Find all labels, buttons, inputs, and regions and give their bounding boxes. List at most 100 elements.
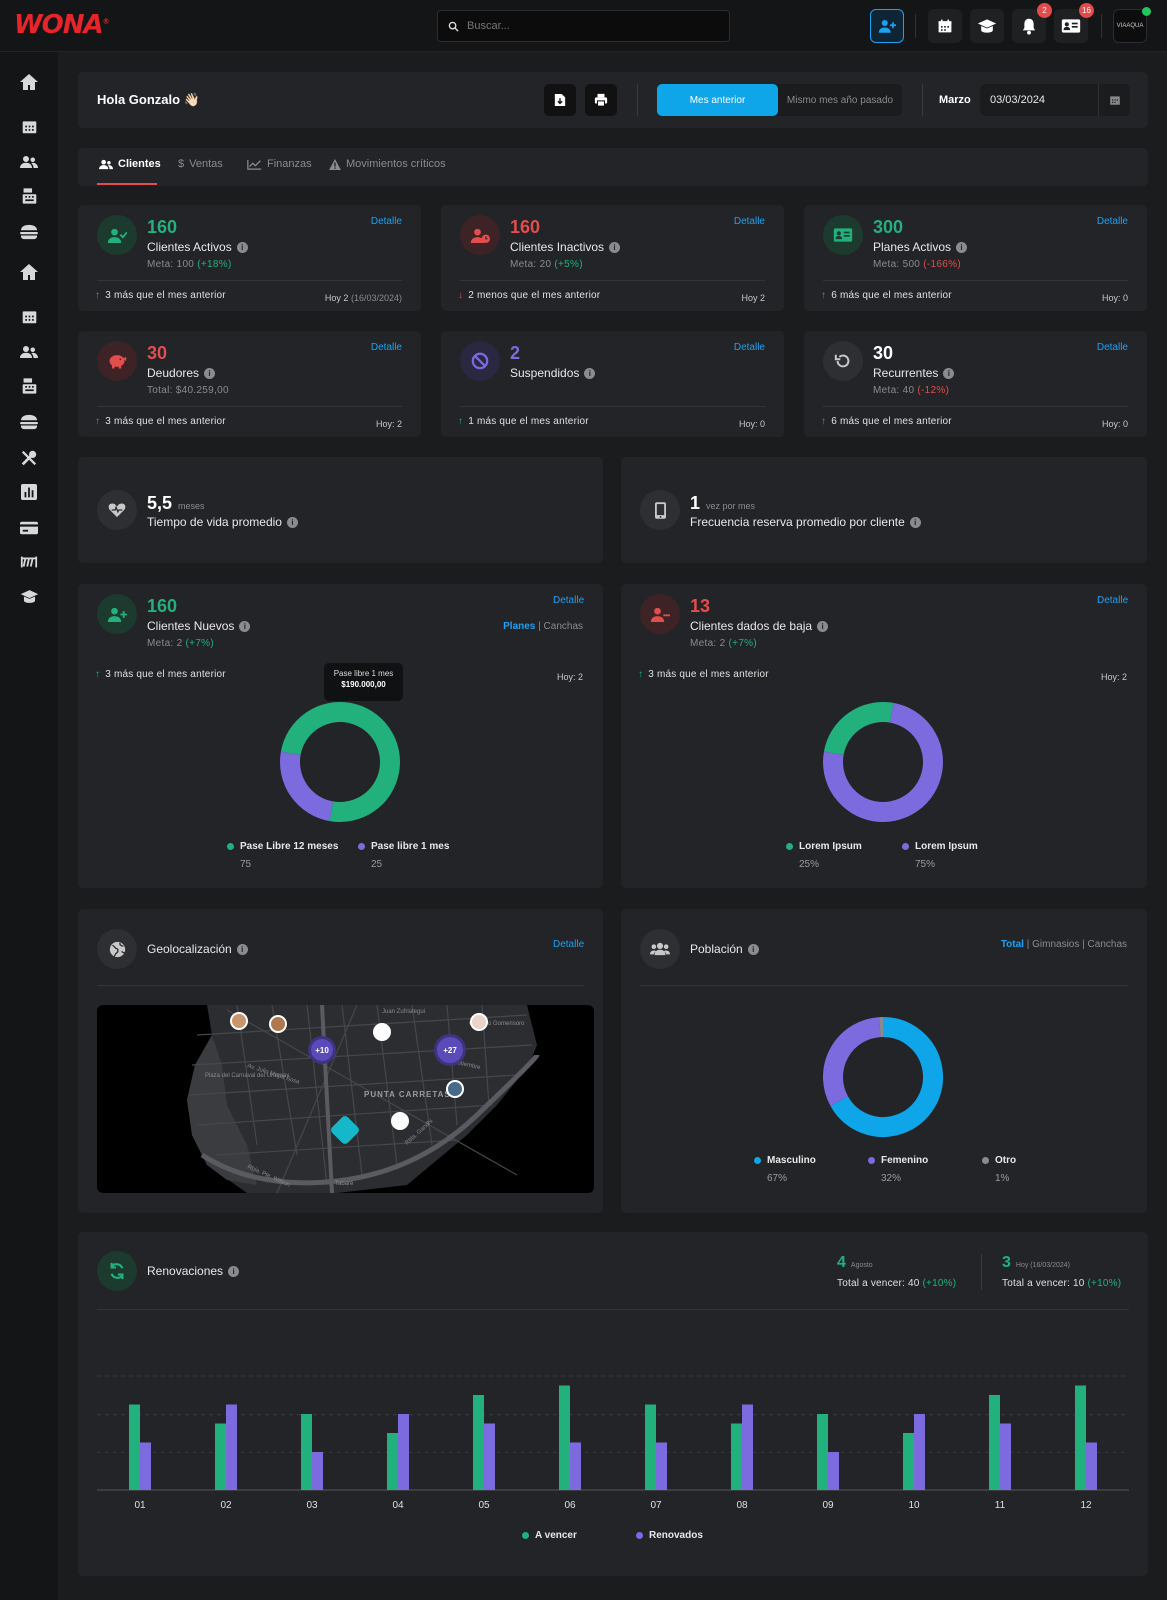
donut-slice[interactable]: [280, 702, 400, 822]
map-cluster[interactable]: +10: [308, 1036, 336, 1064]
kpi-detail-link[interactable]: Detalle: [733, 216, 765, 227]
info-icon[interactable]: i: [909, 516, 921, 528]
sidebar-clients-2[interactable]: [19, 342, 39, 362]
bar[interactable]: [817, 1414, 828, 1490]
bar[interactable]: [742, 1404, 753, 1491]
geolocation-detail-link[interactable]: Detalle: [553, 939, 585, 950]
bar[interactable]: [570, 1442, 581, 1491]
bar[interactable]: [914, 1414, 925, 1490]
bar[interactable]: [731, 1423, 742, 1491]
bar[interactable]: [1000, 1423, 1011, 1491]
bar[interactable]: [301, 1414, 312, 1490]
churn-detail-link[interactable]: Detalle: [1097, 595, 1129, 606]
date-picker[interactable]: 03/03/2024: [980, 84, 1130, 116]
bar[interactable]: [645, 1404, 656, 1491]
bar[interactable]: [1086, 1442, 1097, 1491]
bar[interactable]: [387, 1433, 398, 1490]
notifications-button[interactable]: 2: [1012, 3, 1052, 43]
bar[interactable]: [312, 1452, 323, 1490]
info-icon[interactable]: i: [817, 620, 829, 632]
sidebar-courses[interactable]: [19, 586, 39, 606]
bar[interactable]: [656, 1442, 667, 1491]
print-button[interactable]: [585, 84, 617, 116]
sidebar-food-2[interactable]: [19, 412, 39, 432]
info-icon[interactable]: i: [943, 367, 955, 379]
map-user-pin[interactable]: [230, 1012, 248, 1030]
info-icon[interactable]: i: [286, 516, 298, 528]
segment-last-year[interactable]: Mismo mes año pasado: [786, 94, 894, 106]
kpi-detail-link[interactable]: Detalle: [733, 342, 765, 353]
info-icon[interactable]: i: [609, 241, 621, 253]
kpi-detail-link[interactable]: Detalle: [1096, 216, 1128, 227]
sidebar-tools[interactable]: [19, 448, 39, 468]
info-icon[interactable]: i: [584, 367, 596, 379]
sidebar-home[interactable]: [19, 72, 39, 92]
bar[interactable]: [215, 1423, 226, 1491]
date-picker-button[interactable]: [1098, 84, 1130, 116]
bar[interactable]: [226, 1404, 237, 1491]
bar[interactable]: [559, 1385, 570, 1491]
donut-slice[interactable]: [823, 702, 943, 822]
bar[interactable]: [129, 1404, 140, 1491]
map-user-pin[interactable]: [470, 1013, 488, 1031]
filter-gimnasios[interactable]: Gimnasios: [1032, 939, 1080, 950]
calendar-button[interactable]: [928, 9, 962, 43]
tab-finanzas[interactable]: Finanzas: [247, 158, 312, 170]
map-cluster[interactable]: +27: [434, 1034, 466, 1066]
sidebar-calendar[interactable]: [19, 116, 39, 136]
bar[interactable]: [473, 1395, 484, 1490]
info-icon[interactable]: i: [236, 943, 248, 955]
avatar[interactable]: VIAAQUA: [1113, 7, 1151, 43]
map[interactable]: PUNTA CARRETAS Av. Julio María Sosa 21 d…: [97, 1005, 594, 1193]
kpi-detail-link[interactable]: Detalle: [1096, 342, 1128, 353]
sidebar-payments[interactable]: [19, 518, 39, 538]
tab-ventas[interactable]: $ Ventas: [178, 158, 223, 170]
sidebar-courts[interactable]: [19, 552, 39, 572]
tab-movimientos[interactable]: Movimientos críticos: [329, 158, 446, 170]
bar[interactable]: [398, 1414, 409, 1490]
map-user-pin[interactable]: [269, 1015, 287, 1033]
courses-button[interactable]: [970, 9, 1004, 43]
sidebar-calendar-2[interactable]: [19, 306, 39, 326]
sidebar-clients[interactable]: [19, 152, 39, 172]
donut-slice[interactable]: [823, 702, 894, 756]
info-icon[interactable]: i: [228, 1265, 240, 1277]
sidebar-pos[interactable]: [19, 186, 39, 206]
app-logo[interactable]: WONA®: [14, 10, 110, 40]
map-user-pin[interactable]: [391, 1112, 409, 1130]
kpi-detail-link[interactable]: Detalle: [370, 342, 402, 353]
donut-slice[interactable]: [830, 1017, 943, 1137]
sidebar-home-2[interactable]: [19, 262, 39, 282]
tab-clientes[interactable]: Clientes: [99, 158, 161, 170]
bar[interactable]: [989, 1395, 1000, 1490]
export-button[interactable]: [544, 84, 576, 116]
new-clients-detail-link[interactable]: Detalle: [553, 595, 585, 606]
info-icon[interactable]: i: [236, 241, 248, 253]
map-user-pin[interactable]: [373, 1023, 391, 1041]
map-user-pin[interactable]: [446, 1080, 464, 1098]
donut-slice[interactable]: [280, 751, 334, 822]
sidebar-reports[interactable]: [19, 482, 39, 502]
segment-previous-month[interactable]: Mes anterior: [657, 84, 778, 116]
info-icon[interactable]: i: [956, 241, 968, 253]
filter-canchas[interactable]: Canchas: [543, 621, 583, 632]
bar[interactable]: [903, 1433, 914, 1490]
search-box[interactable]: [437, 10, 730, 42]
filter-canchas[interactable]: Canchas: [1087, 939, 1127, 950]
messages-button[interactable]: 16: [1054, 3, 1094, 43]
bar[interactable]: [828, 1452, 839, 1490]
bar[interactable]: [140, 1442, 151, 1491]
donut-slice[interactable]: [823, 1017, 881, 1106]
bar[interactable]: [1075, 1385, 1086, 1491]
sidebar-food[interactable]: [19, 222, 39, 242]
add-user-button[interactable]: [870, 9, 904, 43]
info-icon[interactable]: i: [239, 620, 251, 632]
sidebar-pos-2[interactable]: [19, 376, 39, 396]
info-icon[interactable]: i: [204, 367, 216, 379]
kpi-detail-link[interactable]: Detalle: [370, 216, 402, 227]
filter-total[interactable]: Total: [1000, 939, 1024, 950]
filter-planes[interactable]: Planes: [503, 621, 536, 632]
search-input[interactable]: [467, 20, 717, 32]
bar[interactable]: [484, 1423, 495, 1491]
info-icon[interactable]: i: [747, 943, 759, 955]
